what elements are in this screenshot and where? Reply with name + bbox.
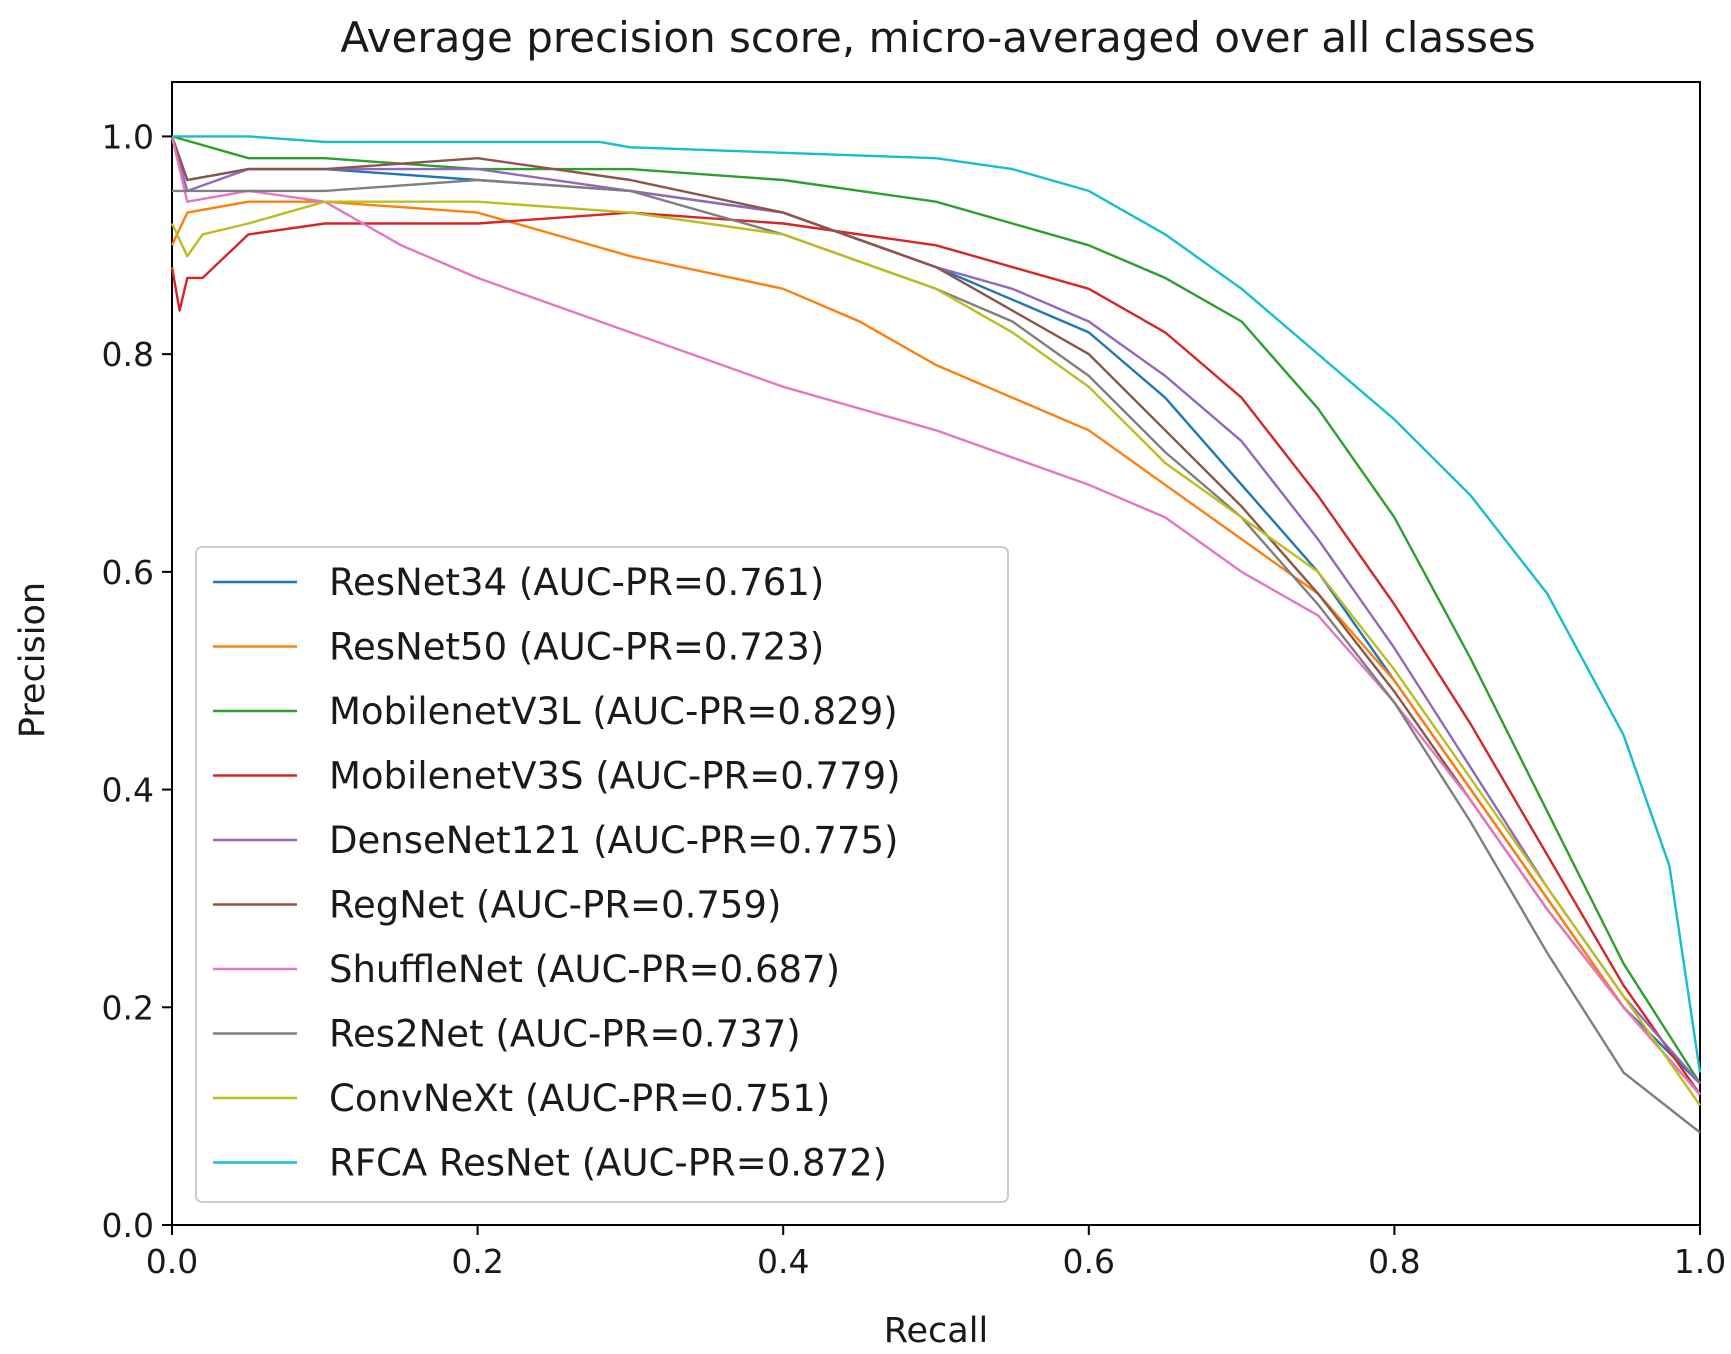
legend-box	[195, 546, 1009, 1203]
y-tick-label: 1.0	[102, 117, 154, 156]
legend-label-densenet121: DenseNet121 (AUC-PR=0.775)	[329, 819, 898, 862]
series-line-convnext	[170, 200, 1701, 1106]
legend-label-rfca-resnet: RFCA ResNet (AUC-PR=0.872)	[329, 1142, 887, 1185]
x-tick-label: 0.6	[1063, 1242, 1115, 1281]
series-line-rfca-resnet	[172, 135, 1702, 1073]
legend-label-resnet50: ResNet50 (AUC-PR=0.723)	[329, 626, 824, 669]
x-axis-label: Recall	[884, 1311, 988, 1351]
x-tick-label: 1.0	[1674, 1242, 1726, 1281]
legend: ResNet34 (AUC-PR=0.761) ResNet50 (AUC-PR=…	[195, 546, 1009, 1203]
x-axis: 0.0 0.2 0.4 0.6 0.8 1.0	[146, 1225, 1726, 1281]
series-line-mobilenetv3l	[171, 135, 1702, 1085]
legend-label-regnet: RegNet (AUC-PR=0.759)	[329, 884, 781, 927]
series-line-res2net	[172, 178, 1701, 1134]
x-tick-label: 0.2	[451, 1242, 503, 1281]
legend-label-resnet34: ResNet34 (AUC-PR=0.761)	[329, 561, 824, 604]
x-tick-label: 0.4	[757, 1242, 809, 1281]
legend-label-convnext: ConvNeXt (AUC-PR=0.751)	[329, 1077, 830, 1120]
legend-label-shufflenet: ShuffleNet (AUC-PR=0.687)	[329, 948, 840, 991]
y-tick-label: 0.8	[102, 335, 154, 374]
chart-title: Average precision score, micro-averaged …	[340, 13, 1535, 62]
y-tick-label: 0.4	[102, 771, 154, 810]
legend-label-res2net: Res2Net (AUC-PR=0.737)	[329, 1013, 801, 1056]
y-axis-label: Precision	[13, 582, 53, 738]
x-tick-label: 0.8	[1368, 1242, 1420, 1281]
series-layer	[170, 135, 1702, 1134]
y-tick-label: 0.6	[102, 553, 154, 592]
legend-label-mobilenetv3l: MobilenetV3L (AUC-PR=0.829)	[329, 690, 898, 733]
x-tick-label: 0.0	[146, 1242, 198, 1281]
legend-label-mobilenetv3s: MobilenetV3S (AUC-PR=0.779)	[329, 755, 901, 798]
y-tick-label: 0.2	[102, 988, 154, 1027]
series-line-resnet50	[170, 200, 1701, 1096]
series-line-mobilenetv3s	[170, 211, 1701, 1096]
y-tick-label: 0.0	[102, 1206, 154, 1245]
series-line-shufflenet	[170, 136, 1701, 1096]
y-axis: 0.0 0.2 0.4 0.6 0.8 1.0	[102, 117, 172, 1245]
